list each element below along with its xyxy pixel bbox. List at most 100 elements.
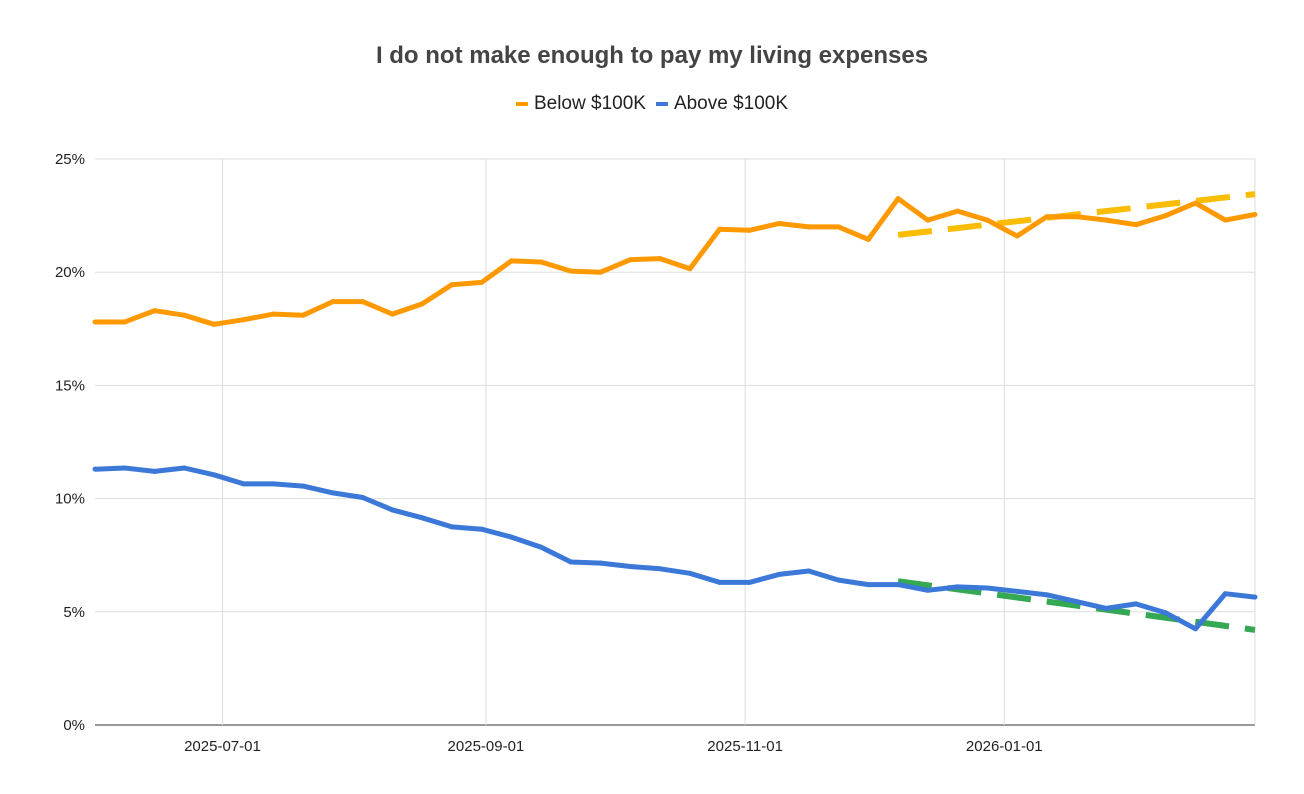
- data-point: [687, 570, 693, 576]
- data-point: [1222, 591, 1228, 597]
- data-point: [984, 585, 990, 591]
- data-point: [241, 317, 247, 323]
- data-point: [1252, 594, 1258, 600]
- data-point: [1074, 599, 1080, 605]
- data-point: [1014, 233, 1020, 239]
- legend-swatch: [655, 102, 668, 106]
- y-tick-label: 15%: [55, 377, 85, 394]
- data-point: [895, 196, 901, 202]
- data-point: [270, 481, 276, 487]
- data-point: [92, 319, 98, 325]
- data-point: [211, 321, 217, 327]
- data-point: [1193, 626, 1199, 632]
- data-point: [1103, 217, 1109, 223]
- legend: Below $100K Above $100K: [0, 93, 1304, 115]
- legend-swatch: [515, 102, 528, 106]
- y-tick-label: 0%: [63, 717, 85, 734]
- data-point: [449, 282, 455, 288]
- y-tick-label: 10%: [55, 491, 85, 508]
- data-point: [300, 483, 306, 489]
- data-point: [389, 507, 395, 513]
- data-point: [151, 468, 157, 474]
- legend-item-above-100k[interactable]: Above $100K: [655, 93, 789, 115]
- data-point: [360, 299, 366, 305]
- data-point: [1163, 610, 1169, 616]
- y-tick-label: 5%: [63, 604, 85, 621]
- data-point: [776, 221, 782, 227]
- data-point: [1044, 214, 1050, 220]
- data-point: [181, 312, 187, 318]
- data-point: [330, 490, 336, 496]
- data-point: [865, 582, 871, 588]
- data-point: [1252, 211, 1258, 217]
- data-point: [955, 584, 961, 590]
- legend-label: Below $100K: [533, 93, 646, 114]
- data-point: [568, 268, 574, 274]
- data-point: [241, 481, 247, 487]
- data-point: [1044, 592, 1050, 598]
- x-tick-label: 2025-09-01: [448, 738, 525, 755]
- data-point: [806, 224, 812, 230]
- data-point: [419, 301, 425, 307]
- data-point: [1103, 605, 1109, 611]
- data-point: [1133, 601, 1139, 607]
- data-point: [836, 224, 842, 230]
- data-point: [181, 465, 187, 471]
- data-point: [449, 524, 455, 530]
- data-point: [806, 568, 812, 574]
- data-point: [360, 494, 366, 500]
- data-point: [330, 299, 336, 305]
- data-point: [657, 256, 663, 262]
- data-point: [122, 319, 128, 325]
- data-point: [211, 472, 217, 478]
- data-point: [508, 258, 514, 264]
- data-point: [836, 577, 842, 583]
- series-line-above-100k: [94, 465, 1256, 632]
- series-line-below-100k: [95, 196, 1256, 327]
- x-tick-label: 2026-01-01: [966, 738, 1043, 755]
- data-point: [389, 311, 395, 317]
- data-point: [925, 217, 931, 223]
- data-point: [479, 526, 485, 532]
- data-point: [687, 266, 693, 272]
- chart-title: I do not make enough to pay my living ex…: [375, 42, 929, 69]
- data-point: [717, 579, 723, 585]
- data-point: [865, 236, 871, 242]
- data-point: [151, 308, 157, 314]
- data-point: [508, 534, 514, 540]
- data-point: [538, 259, 544, 265]
- data-point: [419, 515, 425, 521]
- data-point: [895, 582, 901, 588]
- data-point: [746, 579, 752, 585]
- data-point: [568, 559, 574, 565]
- x-tick-label: 2025-07-01: [184, 738, 261, 755]
- data-point: [984, 217, 990, 223]
- data-point: [925, 587, 931, 593]
- data-point: [1074, 214, 1080, 220]
- data-point: [1222, 217, 1228, 223]
- data-point: [955, 208, 961, 214]
- data-point: [479, 279, 485, 285]
- legend-label: Above $100K: [673, 93, 789, 114]
- data-point: [92, 466, 98, 472]
- data-point: [746, 227, 752, 233]
- y-tick-label: 25%: [55, 151, 85, 168]
- data-point: [717, 226, 723, 232]
- data-point: [598, 269, 604, 275]
- data-point: [270, 311, 276, 317]
- y-tick-label: 20%: [55, 264, 85, 281]
- data-point: [1133, 222, 1139, 228]
- data-point: [538, 544, 544, 550]
- data-point: [598, 560, 604, 566]
- x-tick-label: 2025-11-01: [707, 738, 783, 755]
- data-point: [300, 312, 306, 318]
- legend-item-below-100k[interactable]: Below $100K: [515, 93, 646, 115]
- data-point: [776, 571, 782, 577]
- data-point: [1163, 213, 1169, 219]
- data-point: [627, 257, 633, 263]
- data-point: [657, 566, 663, 572]
- data-point: [1193, 200, 1199, 206]
- data-point: [627, 564, 633, 570]
- data-point: [122, 465, 128, 471]
